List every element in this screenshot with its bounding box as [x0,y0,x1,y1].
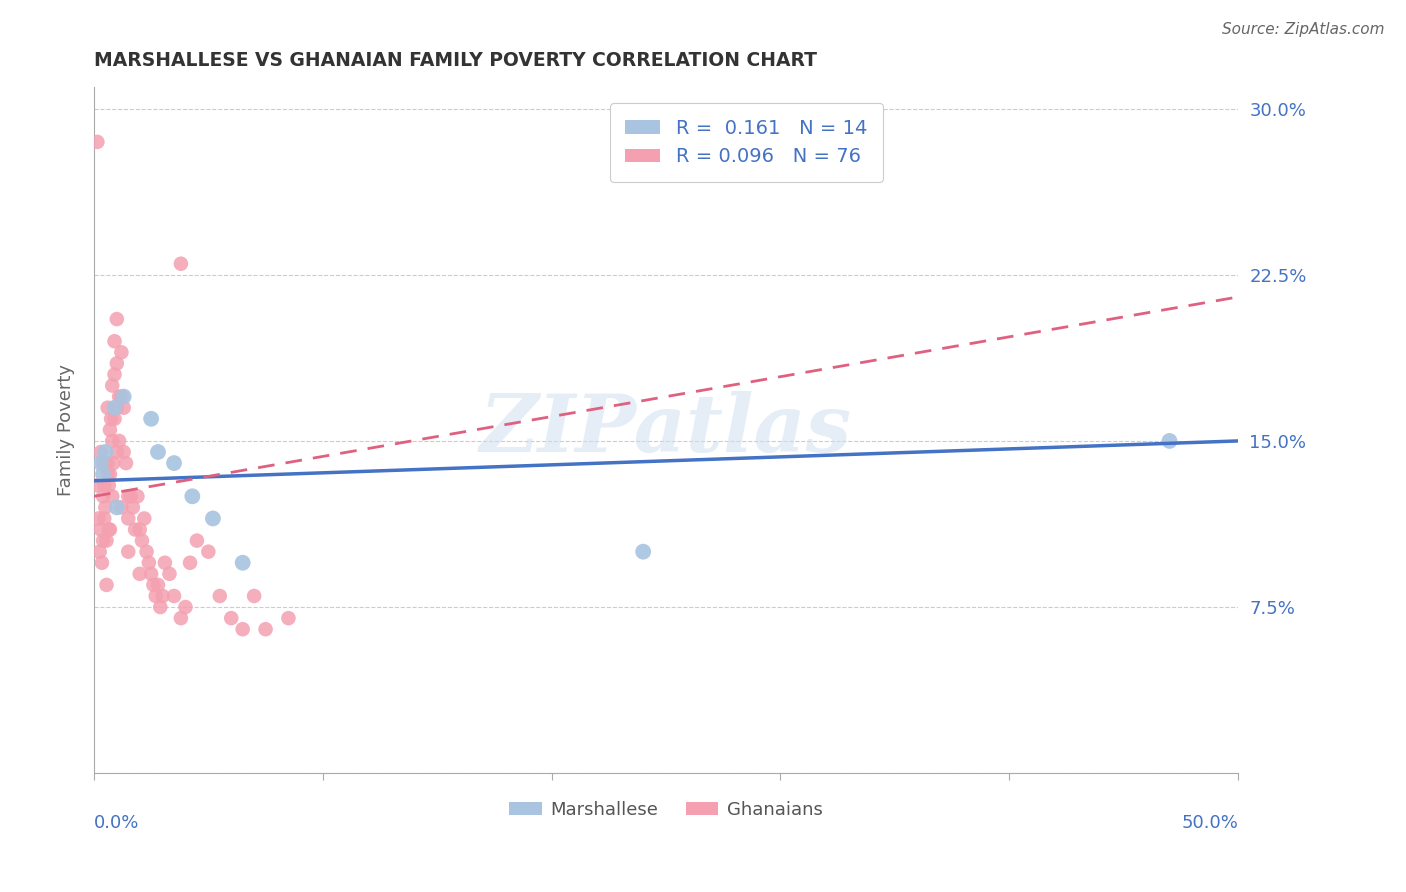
Point [94,445,117,459]
Point [103,334,125,349]
Point [135,544,157,558]
Point [91,489,114,503]
Point [134,511,156,525]
Point [208,589,231,603]
Point [631,544,654,558]
Point [170,257,193,271]
Point [163,456,186,470]
Point [93,511,115,525]
Point [105,401,128,415]
Point [101,378,124,392]
Text: MARSHALLESE VS GHANAIAN FAMILY POVERTY CORRELATION CHART: MARSHALLESE VS GHANAIAN FAMILY POVERTY C… [94,51,817,70]
Point [97,456,120,470]
Point [128,523,150,537]
Point [94,500,117,515]
Point [170,611,193,625]
Point [97,401,120,415]
Point [138,556,160,570]
Point [1159,434,1181,448]
Point [112,390,135,404]
Point [128,566,150,581]
Point [159,566,181,581]
Point [112,445,135,459]
Point [105,356,128,370]
Point [142,578,165,592]
Point [179,556,201,570]
Point [117,511,139,525]
Text: 50.0%: 50.0% [1181,814,1239,832]
Point [108,434,131,448]
Point [186,533,208,548]
Point [89,544,111,558]
Point [90,445,112,459]
Point [98,423,121,437]
Point [254,622,277,636]
Point [110,390,132,404]
Point [86,135,108,149]
Point [103,368,125,382]
Point [101,434,124,448]
Point [103,411,125,425]
Point [103,401,125,415]
Point [117,544,139,558]
Point [91,533,114,548]
Point [149,600,172,615]
Point [108,390,131,404]
Point [174,600,197,615]
Text: ZIPatlas: ZIPatlas [479,391,852,468]
Point [103,456,125,470]
Point [110,500,132,515]
Point [232,622,254,636]
Point [98,523,121,537]
Point [96,533,118,548]
Point [101,489,124,503]
Point [219,611,242,625]
Point [96,578,118,592]
Point [90,456,112,470]
Point [127,489,149,503]
Point [121,500,143,515]
Point [86,478,108,492]
Point [232,556,254,570]
Point [152,589,174,603]
Point [97,523,120,537]
Point [146,578,169,592]
Point [181,489,204,503]
Point [97,478,120,492]
Y-axis label: Family Poverty: Family Poverty [58,364,75,496]
Point [115,456,138,470]
Legend: Marshallese, Ghanaians: Marshallese, Ghanaians [502,794,830,826]
Point [112,401,135,415]
Point [145,589,167,603]
Point [98,467,121,482]
Text: Source: ZipAtlas.com: Source: ZipAtlas.com [1222,22,1385,37]
Point [105,445,128,459]
Point [146,445,169,459]
Point [93,478,115,492]
Point [94,456,117,470]
Point [139,411,162,425]
Text: 0.0%: 0.0% [94,814,139,832]
Point [100,411,122,425]
Point [91,456,114,470]
Point [201,511,224,525]
Point [139,566,162,581]
Point [91,467,114,482]
Point [90,523,112,537]
Point [120,489,142,503]
Point [153,556,176,570]
Point [243,589,266,603]
Point [163,589,186,603]
Point [105,312,128,326]
Point [105,500,128,515]
Point [97,467,120,482]
Point [197,544,219,558]
Point [124,523,146,537]
Point [110,345,132,359]
Point [131,533,153,548]
Point [91,556,114,570]
Point [277,611,299,625]
Point [117,489,139,503]
Point [87,511,110,525]
